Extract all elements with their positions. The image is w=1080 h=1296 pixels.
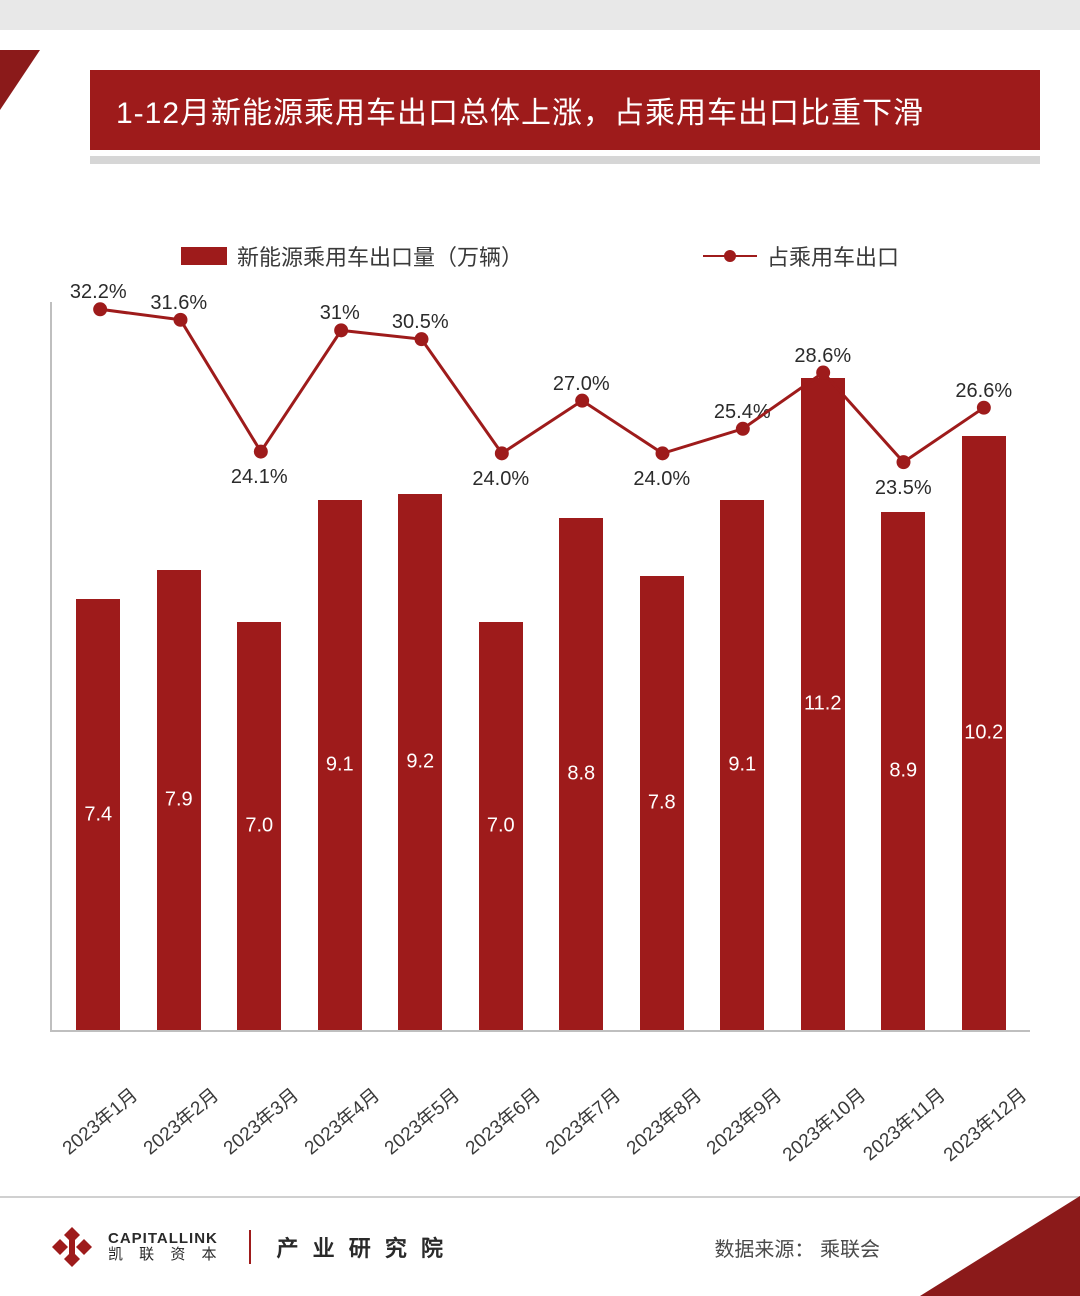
legend-bar-swatch [181, 247, 227, 265]
bar: 7.0 [237, 622, 281, 1030]
logo-icon [50, 1225, 94, 1269]
line-value-label: 30.5% [392, 311, 449, 334]
bar: 9.1 [318, 500, 362, 1030]
chart-column: 26.6%10.22023年12月 [944, 302, 1025, 1030]
line-value-label: 23.5% [875, 477, 932, 500]
chart-column: 27.0%8.82023年7月 [541, 302, 622, 1030]
title-triangle [0, 50, 40, 110]
bar-value-label: 9.1 [318, 754, 362, 777]
x-axis-label: 2023年12月 [936, 1081, 1031, 1167]
bar-value-label: 9.2 [398, 751, 442, 774]
chart-column: 23.5%8.92023年11月 [863, 302, 944, 1030]
bar: 11.2 [801, 378, 845, 1030]
line-value-label: 25.4% [714, 401, 771, 424]
footer-triangle [920, 1196, 1080, 1296]
bar-value-label: 7.4 [76, 803, 120, 826]
x-axis-label: 2023年11月 [857, 1081, 951, 1166]
footer-dept: 产 业 研 究 院 [277, 1231, 447, 1263]
bar: 9.2 [398, 494, 442, 1030]
bar: 10.2 [962, 436, 1006, 1030]
page-title: 1-12月新能源乘用车出口总体上涨，占乘用车出口比重下滑 [90, 70, 1040, 150]
title-underline [90, 156, 1040, 164]
x-axis-label: 2023年4月 [297, 1081, 384, 1160]
bar: 7.0 [479, 622, 523, 1030]
chart-column: 24.0%7.02023年6月 [461, 302, 542, 1030]
legend-item-line: 占乘用车出口 [703, 240, 899, 272]
logo: CAPITALLINK 凯 联 资 本 [50, 1225, 223, 1269]
x-axis-label: 2023年6月 [458, 1081, 545, 1160]
chart-column: 28.6%11.22023年10月 [783, 302, 864, 1030]
legend-item-bar: 新能源乘用车出口量（万辆） [181, 240, 523, 272]
footer-divider [249, 1230, 251, 1264]
line-value-label: 26.6% [955, 380, 1012, 403]
bar: 9.1 [720, 500, 764, 1030]
columns: 32.2%7.42023年1月31.6%7.92023年2月24.1%7.020… [52, 302, 1030, 1030]
line-value-label: 28.6% [794, 345, 851, 368]
bar-value-label: 7.0 [237, 815, 281, 838]
footer-source: 数据来源： 乘联会 [714, 1233, 880, 1262]
legend-line-swatch [703, 255, 757, 257]
bar-value-label: 9.1 [720, 754, 764, 777]
line-value-label: 31.6% [150, 292, 207, 315]
chart-column: 31%9.12023年4月 [300, 302, 381, 1030]
x-axis-label: 2023年9月 [700, 1081, 787, 1160]
plot-area: 32.2%7.42023年1月31.6%7.92023年2月24.1%7.020… [50, 302, 1030, 1032]
bar: 7.9 [157, 570, 201, 1030]
bar-value-label: 8.8 [559, 762, 603, 785]
legend-line-label: 占乘用车出口 [767, 240, 899, 272]
x-axis-label: 2023年10月 [775, 1081, 870, 1167]
x-axis-label: 2023年3月 [217, 1081, 304, 1160]
line-value-label: 24.0% [633, 468, 690, 491]
chart-column: 24.1%7.02023年3月 [219, 302, 300, 1030]
line-value-label: 31% [320, 302, 360, 325]
chart-column: 30.5%9.22023年5月 [380, 302, 461, 1030]
source-label: 数据来源： [714, 1239, 814, 1261]
logo-cn: 凯 联 资 本 [108, 1247, 223, 1264]
bar: 7.4 [76, 599, 120, 1030]
bar-value-label: 7.9 [157, 788, 201, 811]
logo-text: CAPITALLINK 凯 联 资 本 [108, 1231, 223, 1264]
line-value-label: 24.0% [472, 468, 529, 491]
line-value-label: 32.2% [70, 281, 127, 304]
title-block: 1-12月新能源乘用车出口总体上涨，占乘用车出口比重下滑 [0, 70, 1040, 164]
chart-column: 31.6%7.92023年2月 [139, 302, 220, 1030]
chart-column: 32.2%7.42023年1月 [58, 302, 139, 1030]
bar-value-label: 7.8 [640, 791, 684, 814]
bar: 8.9 [881, 512, 925, 1030]
legend: 新能源乘用车出口量（万辆） 占乘用车出口 [50, 240, 1030, 272]
logo-en: CAPITALLINK [108, 1231, 223, 1248]
legend-bar-label: 新能源乘用车出口量（万辆） [237, 240, 523, 272]
bar: 7.8 [640, 576, 684, 1030]
chart: 新能源乘用车出口量（万辆） 占乘用车出口 32.2%7.42023年1月31.6… [50, 200, 1030, 1126]
line-value-label: 24.1% [231, 466, 288, 489]
footer: CAPITALLINK 凯 联 资 本 产 业 研 究 院 数据来源： 乘联会 [0, 1196, 1080, 1296]
bar-value-label: 7.0 [479, 815, 523, 838]
x-axis-label: 2023年1月 [56, 1081, 143, 1160]
bar-value-label: 10.2 [962, 721, 1006, 744]
chart-column: 24.0%7.82023年8月 [622, 302, 703, 1030]
top-stripe [0, 0, 1080, 30]
bar-value-label: 11.2 [801, 692, 845, 715]
chart-column: 25.4%9.12023年9月 [702, 302, 783, 1030]
line-value-label: 27.0% [553, 373, 610, 396]
source-value: 乘联会 [820, 1239, 880, 1261]
x-axis-label: 2023年2月 [136, 1081, 223, 1160]
bar-value-label: 8.9 [881, 759, 925, 782]
x-axis-label: 2023年7月 [539, 1081, 626, 1160]
x-axis-label: 2023年5月 [378, 1081, 465, 1160]
bar: 8.8 [559, 518, 603, 1031]
x-axis-label: 2023年8月 [619, 1081, 706, 1160]
